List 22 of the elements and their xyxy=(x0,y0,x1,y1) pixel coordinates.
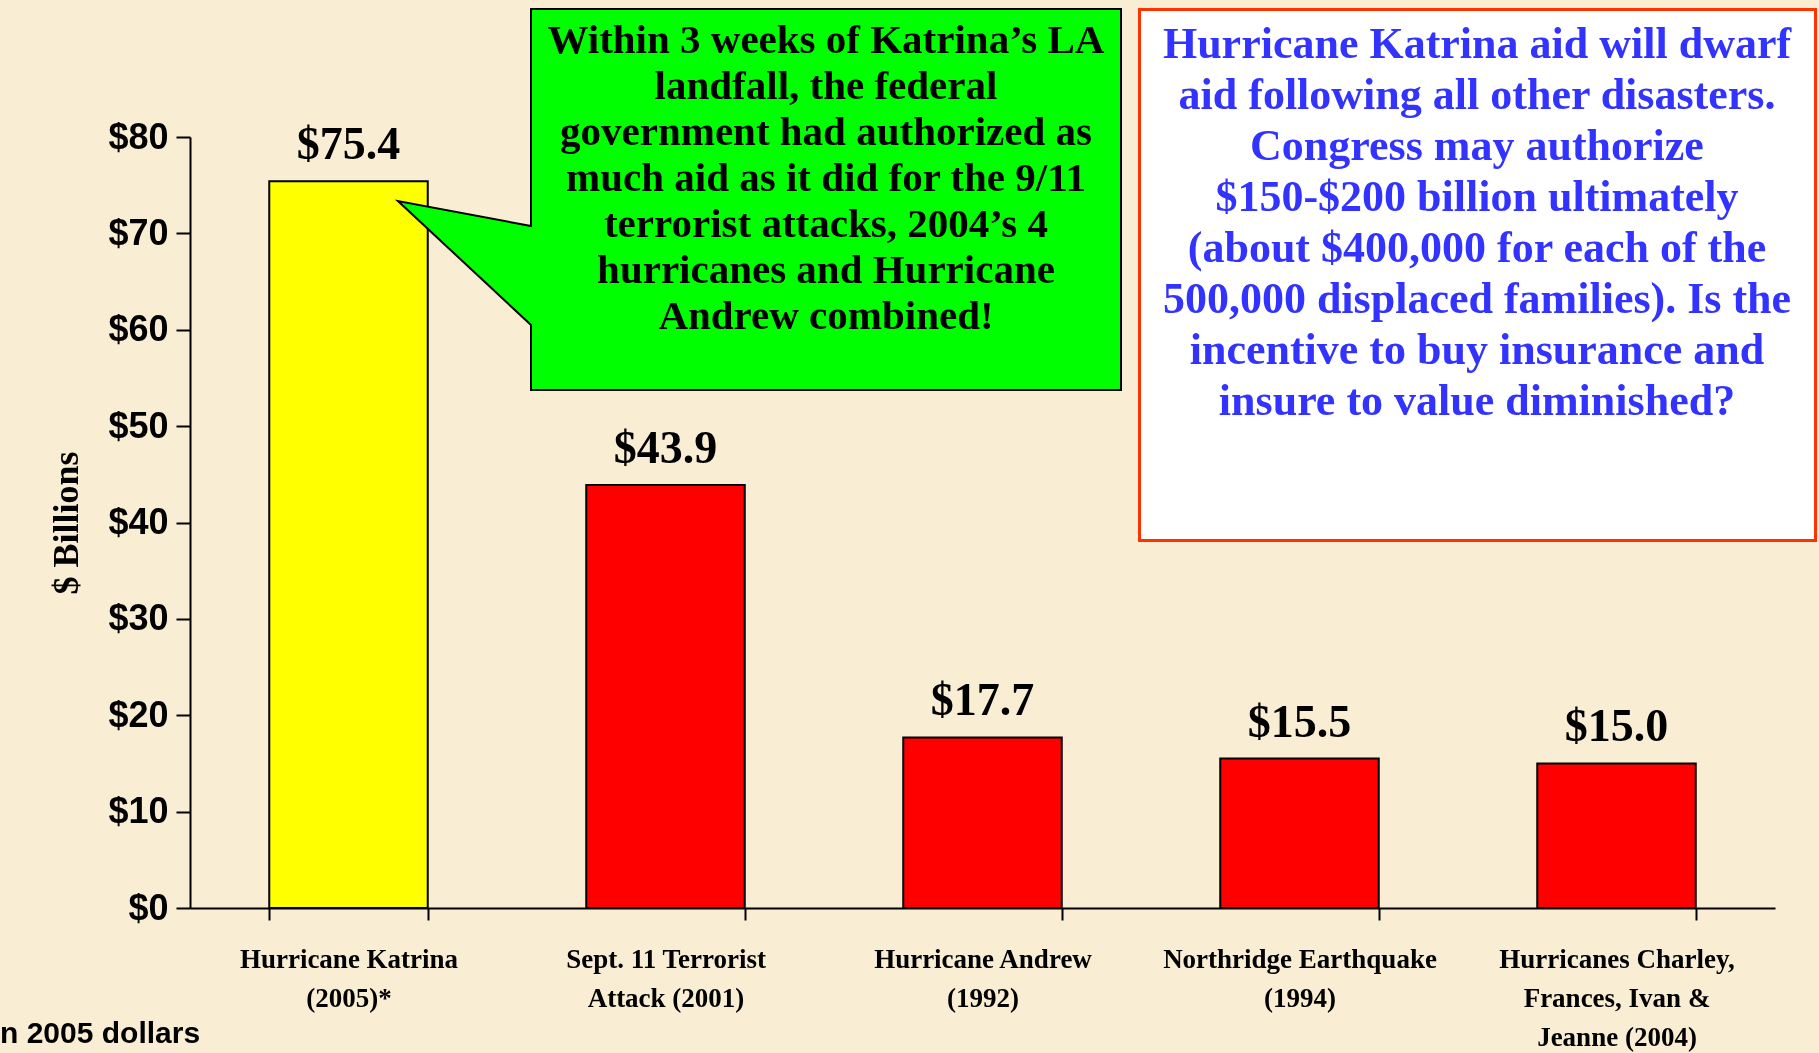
x-tick-label: Hurricane Andrew (1992) xyxy=(874,943,1093,1013)
y-tick-label: $20 xyxy=(108,693,169,735)
annotation: Within 3 weeks of Katrina’s LA landfall, the federal government had authorized as much aid as it did for the 9/11 terrorist attacks, 2004’s 4 hurricanes and Hurricane Andrew combined! xyxy=(546,15,1106,340)
x-tick-label: Hurricanes Charley, Frances, Ivan & Jeanne (2004) xyxy=(1499,943,1735,1052)
y-tick-label: $0 xyxy=(128,886,169,928)
y-axis-title: $ Billions xyxy=(46,451,87,595)
data-label: $15.0 xyxy=(1564,700,1669,752)
y-tick-label: $50 xyxy=(108,404,169,446)
x-tick-label: Hurricane Katrina (2005)* xyxy=(239,943,459,1013)
y-tick-label: $80 xyxy=(108,115,169,157)
data-label: $17.7 xyxy=(930,674,1035,726)
y-tick-label: $70 xyxy=(108,211,169,253)
y-tick-label: $10 xyxy=(108,790,169,832)
data-label: $15.5 xyxy=(1247,695,1352,747)
data-label: $75.4 xyxy=(296,118,401,170)
x-tick-label: Northridge Earthquake (1994) xyxy=(1163,943,1437,1013)
text: n 2005 dollars xyxy=(0,1016,201,1050)
y-tick-label: $30 xyxy=(108,597,169,639)
y-tick-label: $60 xyxy=(108,308,169,350)
data-label: $43.9 xyxy=(613,421,718,473)
x-tick-label: Sept. 11 Terrorist Attack (2001) xyxy=(566,943,766,1013)
y-tick-label: $40 xyxy=(108,501,169,542)
